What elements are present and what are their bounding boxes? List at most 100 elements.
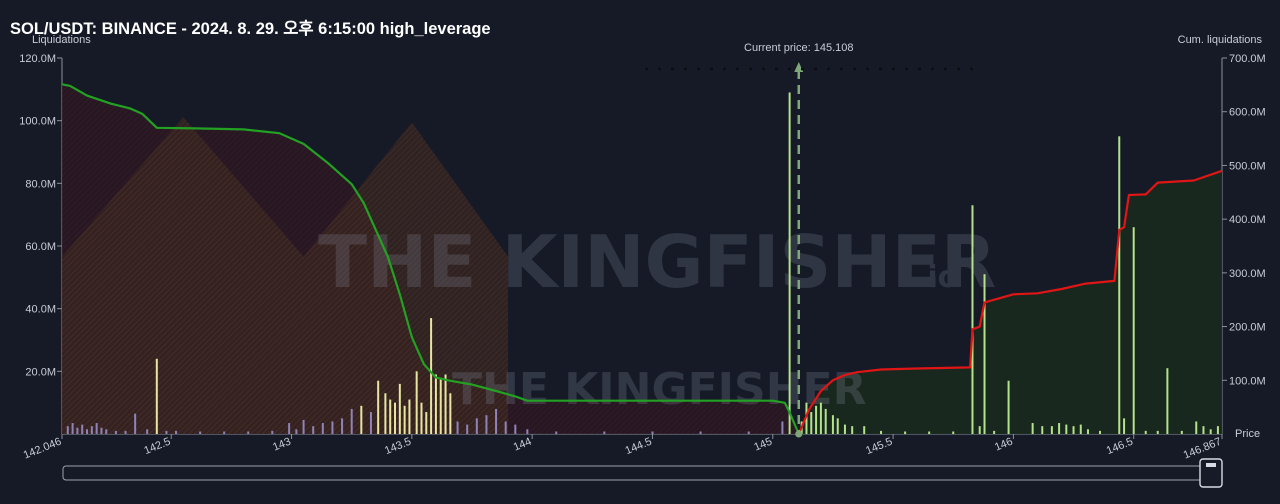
liquidation-bar xyxy=(331,421,334,434)
liquidation-bar xyxy=(288,423,291,434)
liquidation-bar xyxy=(952,431,955,434)
x-axis-tick-label: 146.5 xyxy=(1105,436,1135,457)
zoom-slider-track[interactable] xyxy=(62,465,1222,481)
liquidation-bar xyxy=(398,383,401,434)
left-axis-ticks: 20.0M 40.0M 60.0M 80.0M 100.0M 120.0M xyxy=(19,53,62,378)
liquidation-bar xyxy=(146,429,149,434)
liquidation-bar xyxy=(514,424,517,434)
left-axis-tick-label: 20.0M xyxy=(25,366,56,378)
liquidation-bar xyxy=(993,430,996,434)
x-axis-tick-label: 146 xyxy=(993,436,1015,454)
liquidation-bar xyxy=(651,431,654,434)
liquidation-bar xyxy=(1202,426,1205,434)
right-axis-tick-label: 300.0M xyxy=(1229,268,1266,280)
liquidation-bar xyxy=(810,412,813,434)
liquidation-bar xyxy=(415,371,418,434)
watermark-text-small: THE KINGFISHER xyxy=(452,364,867,415)
liquidation-bar xyxy=(1118,136,1121,435)
liquidation-bar xyxy=(165,430,168,434)
liquidation-bar xyxy=(425,412,428,434)
right-axis-ticks: 100.0M 200.0M 300.0M 400.0M 500.0M 600.0M 700.… xyxy=(1222,53,1266,387)
liquidation-bar xyxy=(86,429,89,434)
liquidation-bars xyxy=(66,92,1219,435)
x-axis-tick-label: 144 xyxy=(512,436,534,454)
current-price-label: Current price: 145.108 xyxy=(744,42,853,54)
liquidation-bar xyxy=(439,377,442,434)
liquidation-bar xyxy=(485,415,488,434)
current-price-arrow-icon xyxy=(794,62,804,72)
watermark: THE KINGFISHER .io xyxy=(318,220,996,304)
liquidation-bar xyxy=(271,430,274,434)
liquidation-bar xyxy=(90,426,93,434)
liquidation-bar xyxy=(699,431,702,434)
liquidation-bar xyxy=(781,421,784,434)
liquidation-bar xyxy=(175,430,178,434)
liquidation-bar xyxy=(350,408,353,434)
right-axis-tick-label: 700.0M xyxy=(1229,53,1266,65)
liquidation-bar xyxy=(904,431,907,434)
current-price-marker xyxy=(795,430,803,438)
liquidation-bar xyxy=(1156,430,1159,434)
liquidation-bar xyxy=(403,405,406,434)
liquidation-bar xyxy=(815,405,818,434)
liquidation-bar xyxy=(1180,430,1183,434)
x-axis-ticks: 142.046 142.5 143 143.5 144 144.5 145 145.5 146 1… xyxy=(22,434,1223,462)
liquidation-bar xyxy=(504,421,507,434)
cum-short-heat-area xyxy=(62,117,509,434)
left-axis-tick-label: 120.0M xyxy=(19,53,56,65)
liquidation-bar xyxy=(389,399,392,434)
liquidation-bar xyxy=(971,205,974,434)
liquidation-bar xyxy=(430,318,433,434)
liquidation-bar xyxy=(1065,424,1068,434)
x-axis-tick-label: 143.5 xyxy=(383,436,413,457)
liquidation-bar xyxy=(105,429,108,434)
right-axis-tick-label: 100.0M xyxy=(1229,375,1266,387)
x-axis-tick-label: 143 xyxy=(271,436,293,454)
liquidation-bar xyxy=(302,419,305,434)
liquidation-bar xyxy=(1144,430,1147,434)
right-axis-tick-label: 500.0M xyxy=(1229,160,1266,172)
liquidation-bar xyxy=(408,399,411,434)
zoom-slider-grip xyxy=(1206,463,1216,467)
liquidation-bar xyxy=(81,424,84,434)
right-axis-tick-label: 200.0M xyxy=(1229,322,1266,334)
liquidation-bar xyxy=(843,424,846,434)
cum-long-line xyxy=(797,169,1223,435)
liquidation-bar xyxy=(1079,424,1082,434)
liquidation-bar xyxy=(819,402,822,434)
watermark-text: THE KINGFISHER xyxy=(318,220,996,304)
liquidation-bar xyxy=(851,426,854,434)
left-axis-title: Liquidations xyxy=(32,34,91,46)
right-axis-tick-label: 400.0M xyxy=(1229,214,1266,226)
liquidation-bar xyxy=(420,402,423,434)
liquidation-bar xyxy=(394,402,397,434)
liquidation-bar xyxy=(449,393,452,434)
left-axis-tick-label: 100.0M xyxy=(19,116,56,128)
liquidation-bar xyxy=(1099,430,1102,434)
liquidation-bar xyxy=(1031,423,1034,434)
liquidation-bar xyxy=(1072,426,1075,434)
liquidation-bar xyxy=(341,418,344,434)
watermark-suffix: .io xyxy=(916,260,958,295)
liquidation-bar xyxy=(880,430,883,434)
liquidation-bar xyxy=(555,431,558,434)
liquidation-bar xyxy=(526,429,529,434)
liquidation-bar xyxy=(983,274,986,434)
liquidation-bar xyxy=(1132,227,1135,434)
liquidation-bar xyxy=(1050,426,1053,434)
x-axis-tick-label: 145.5 xyxy=(864,436,894,457)
liquidation-bar xyxy=(475,418,478,434)
left-axis-tick-label: 80.0M xyxy=(25,178,56,190)
watermark-small: THE KINGFISHER xyxy=(452,364,867,415)
x-axis-tick-label: 142.5 xyxy=(142,436,172,457)
left-axis-tick-label: 60.0M xyxy=(25,241,56,253)
liquidation-bar xyxy=(360,405,363,434)
liquidation-bar xyxy=(223,431,226,434)
liquidation-bar xyxy=(312,426,315,434)
zoom-slider-handle[interactable] xyxy=(1199,458,1223,488)
liquidation-bar xyxy=(1058,423,1061,434)
liquidation-bar xyxy=(100,427,103,434)
liquidation-bar xyxy=(1209,429,1212,434)
liquidation-bar xyxy=(1123,418,1126,434)
liquidation-bar xyxy=(831,415,834,434)
